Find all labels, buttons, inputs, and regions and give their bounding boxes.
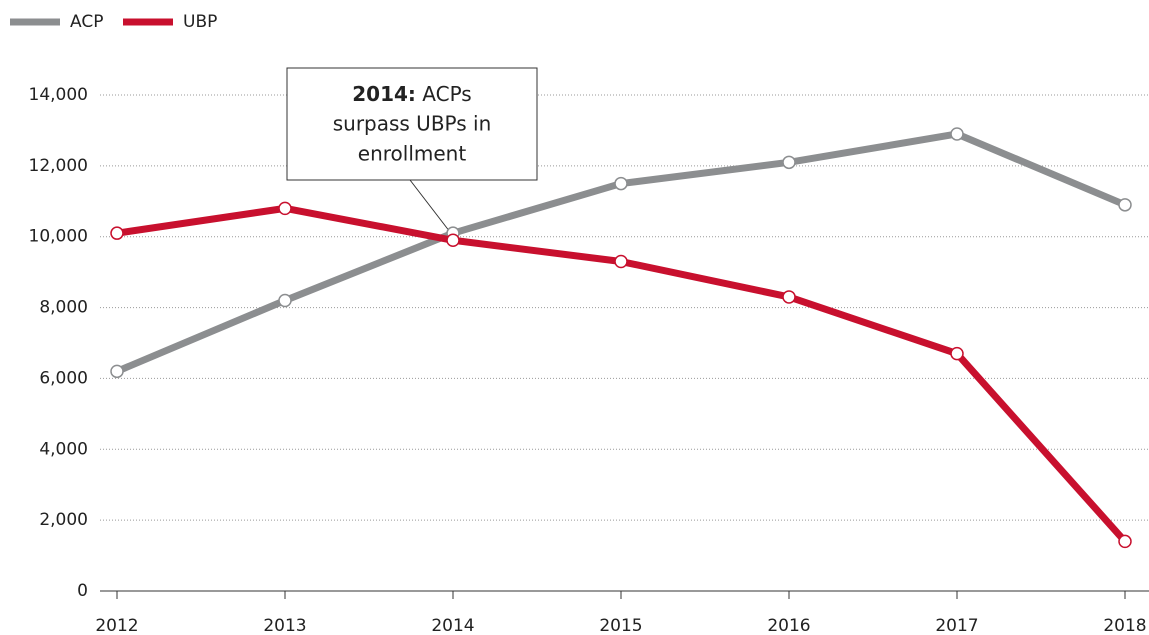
x-tick-label: 2017: [935, 616, 978, 635]
annotation-box: [286, 67, 538, 181]
point: [278, 201, 292, 216]
y-tick-label: 4,000: [39, 439, 88, 459]
x-tick-label: 2018: [1103, 616, 1146, 635]
y-tick-label: 2,000: [39, 510, 88, 530]
legend-label: UBP: [183, 12, 217, 32]
point: [614, 254, 628, 269]
x-tick-label: 2015: [599, 616, 642, 635]
y-tick-label: 14,000: [29, 85, 88, 105]
point: [110, 364, 124, 379]
y-tick-label: 6,000: [39, 368, 88, 388]
x-tick-label: 2013: [263, 616, 306, 635]
series-line: [115, 130, 1127, 375]
x-tick-label: 2012: [95, 616, 138, 635]
x-tick-label: 2016: [767, 616, 810, 635]
point: [1118, 198, 1132, 212]
legend-label: ACP: [70, 12, 103, 32]
annotation-text: enrollment: [358, 142, 467, 166]
point: [446, 233, 460, 248]
y-tick-label: 12,000: [29, 156, 88, 176]
point: [110, 226, 124, 240]
point: [614, 176, 628, 191]
annotation-lead: 2014:: [352, 82, 416, 106]
point: [950, 127, 964, 141]
y-tick-label: 8,000: [39, 298, 88, 318]
point: [782, 155, 796, 170]
point: [278, 293, 292, 308]
y-tick-label: 10,000: [29, 227, 88, 247]
annotation-text: surpass UBPs in: [333, 112, 492, 136]
point: [950, 346, 964, 361]
annotation-line: ACPs: [422, 82, 471, 106]
annotation-text: 2014: ACPs: [352, 82, 471, 106]
annotation-pointer: [409, 179, 451, 233]
point: [782, 290, 796, 304]
x-tick-label: 2014: [431, 616, 474, 635]
point: [1118, 534, 1132, 549]
y-tick-label: 0: [77, 581, 88, 601]
